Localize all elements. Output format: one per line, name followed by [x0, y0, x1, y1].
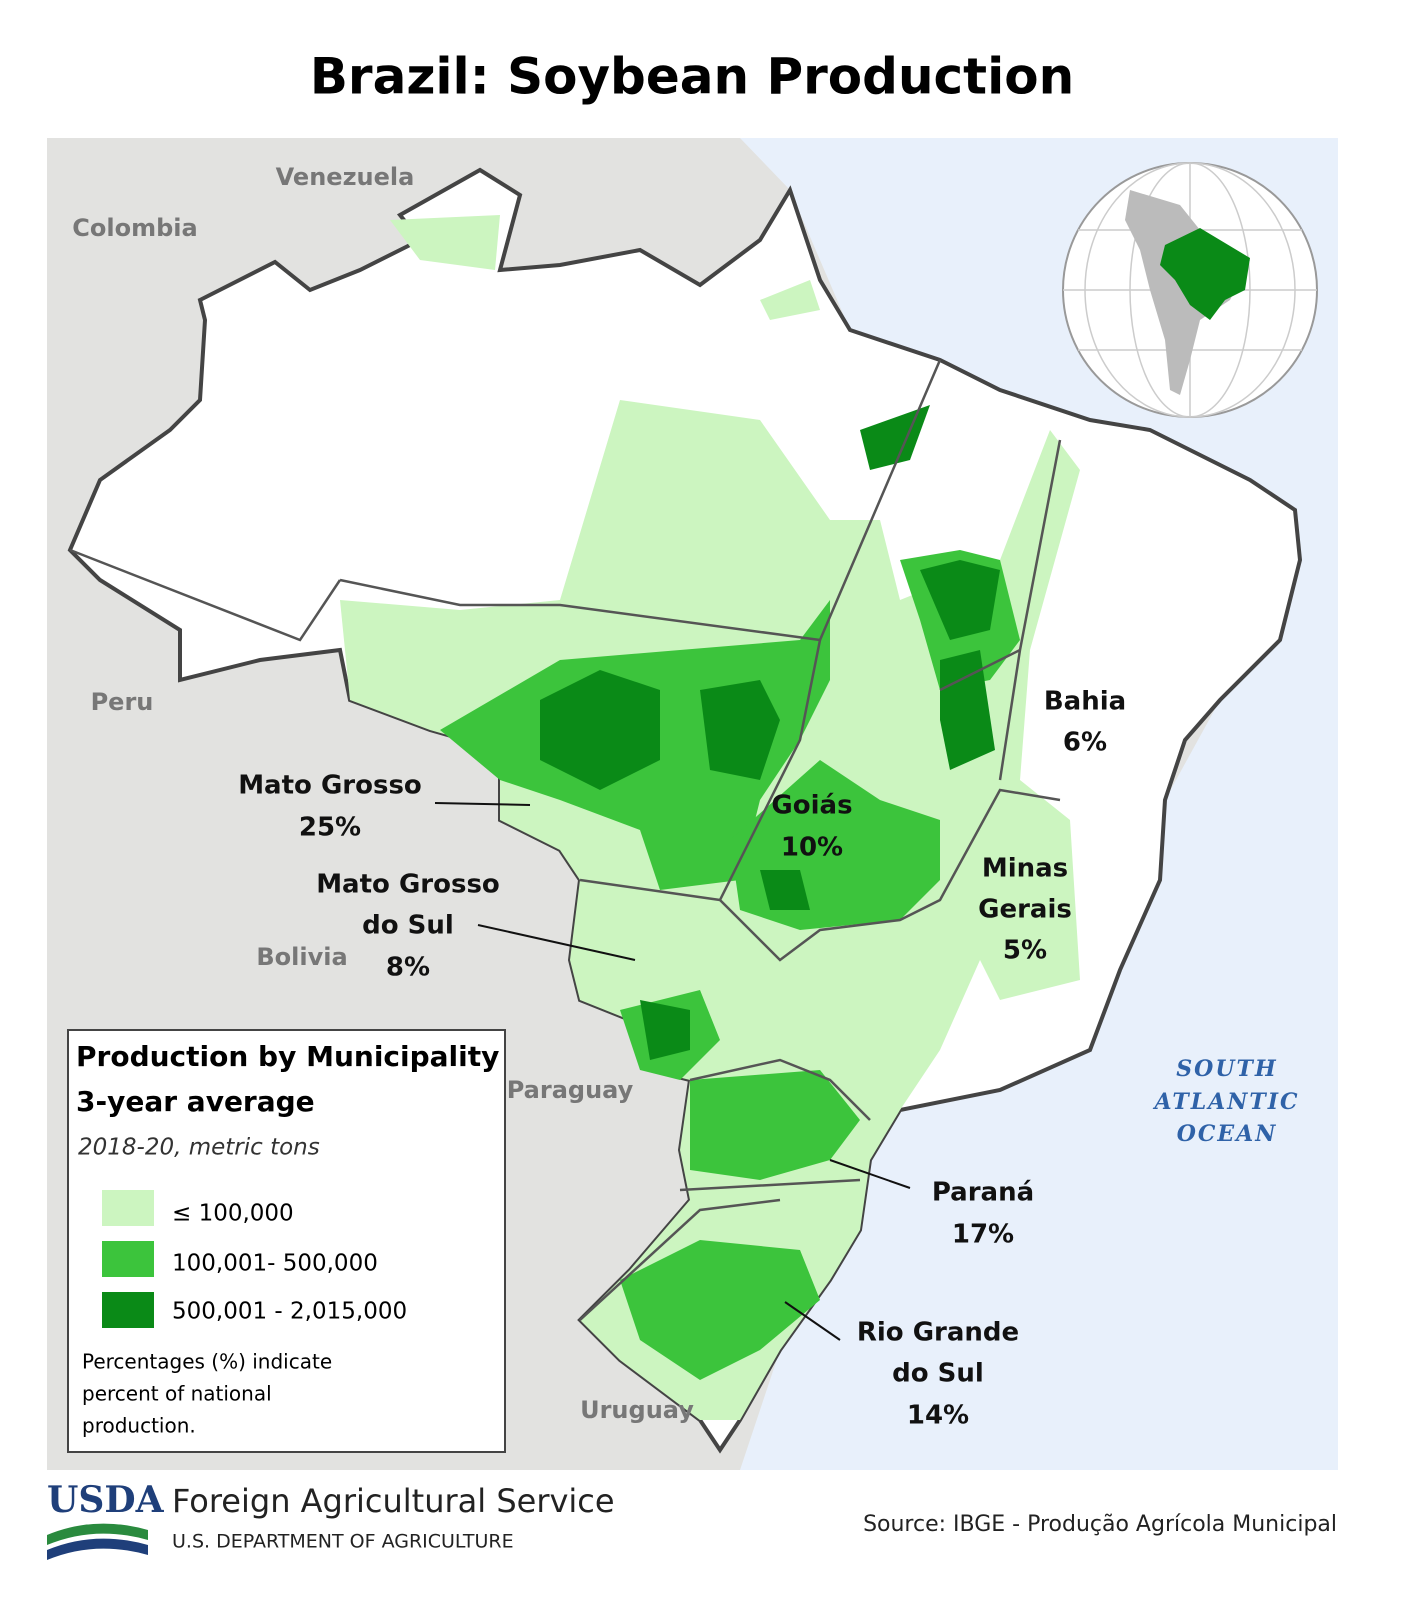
state-share: 17%	[952, 1220, 1014, 1250]
state-share: 10%	[781, 833, 843, 863]
state-share: 6%	[1063, 728, 1107, 758]
state-share: 25%	[299, 813, 361, 843]
legend-swatch	[102, 1190, 154, 1226]
legend-subtitle: 2018-20, metric tons	[78, 1135, 320, 1161]
country-label: Colombia	[72, 214, 197, 242]
state-name: Rio Grande	[857, 1318, 1019, 1348]
country-label: Peru	[91, 688, 154, 716]
state-borders	[69, 359, 1062, 1321]
country-label: Uruguay	[580, 1396, 694, 1424]
legend: Production by Municipality 3-year averag…	[67, 1029, 506, 1453]
legend-note: percent of national	[82, 1382, 272, 1406]
state-name: do Sul	[892, 1359, 984, 1389]
state-name: Mato Grosso	[238, 771, 422, 801]
state-share: 14%	[907, 1401, 969, 1431]
department: U.S. DEPARTMENT OF AGRICULTURE	[172, 1531, 514, 1553]
legend-title: Production by Municipality	[76, 1040, 499, 1073]
leader-lines	[434, 802, 911, 1341]
ocean-label: ATLANTIC	[1152, 1089, 1299, 1115]
logo: USDA	[47, 1479, 165, 1521]
title: Brazil: Soybean Production	[310, 48, 1074, 106]
globe-inset	[1062, 162, 1318, 418]
country-label: Paraguay	[507, 1076, 634, 1104]
state-name: Minas	[982, 854, 1068, 884]
ocean-label: OCEAN	[1177, 1121, 1278, 1147]
state-name: Paraná	[932, 1178, 1034, 1208]
country-label: Venezuela	[276, 163, 415, 191]
state-name: Bahia	[1044, 687, 1126, 717]
state-share: 5%	[1003, 936, 1047, 966]
state-name: Goiás	[771, 791, 852, 821]
legend-swatch	[102, 1241, 154, 1277]
legend-swatch	[102, 1292, 154, 1328]
ocean-label: SOUTH	[1176, 1056, 1277, 1082]
legend-label: 500,001 - 2,015,000	[172, 1299, 407, 1325]
state-name: Gerais	[978, 895, 1072, 925]
legend-label: ≤ 100,000	[172, 1201, 294, 1227]
legend-note: production.	[82, 1414, 196, 1438]
source: Source: IBGE - Produção Agrícola Municip…	[863, 1512, 1337, 1537]
state-name: do Sul	[362, 911, 454, 941]
agency: Foreign Agricultural Service	[172, 1482, 615, 1520]
legend-title: 3-year average	[76, 1085, 315, 1118]
legend-label: 100,001- 500,000	[172, 1251, 378, 1277]
footer: USDA Foreign Agricultural Service U.S. D…	[47, 1479, 1337, 1560]
light-areas	[340, 215, 1080, 1420]
country-label: Bolivia	[256, 943, 347, 971]
state-share: 8%	[386, 953, 430, 983]
legend-note: Percentages (%) indicate	[82, 1350, 332, 1374]
dark-areas	[540, 405, 1000, 1060]
state-name: Mato Grosso	[316, 870, 500, 900]
